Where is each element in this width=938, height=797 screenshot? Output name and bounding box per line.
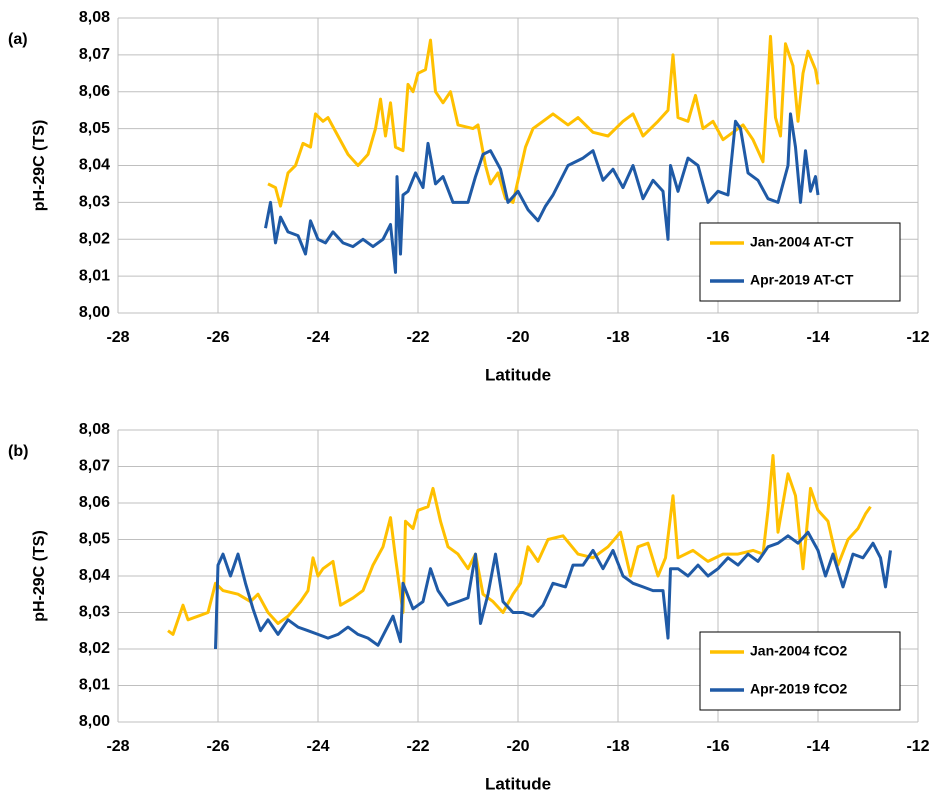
legend-label: Jan-2004 AT-CT xyxy=(750,234,854,250)
y-tick-label: 8,08 xyxy=(79,421,110,438)
x-tick-label: -22 xyxy=(406,329,429,346)
legend-label: Apr-2019 AT-CT xyxy=(750,272,854,288)
data-line xyxy=(167,454,872,636)
x-tick-label: -18 xyxy=(606,329,629,346)
x-tick-label: -28 xyxy=(106,329,129,346)
y-tick-label: 8,07 xyxy=(79,458,110,475)
legend-box xyxy=(699,222,901,302)
panel-label: (a) xyxy=(8,31,28,48)
y-tick-label: 8,04 xyxy=(79,567,110,584)
y-tick-label: 8,00 xyxy=(79,713,110,730)
data-line xyxy=(264,112,820,274)
y-axis-label: pH-29C (TS) xyxy=(31,530,48,622)
x-tick-label: -24 xyxy=(306,738,329,755)
panel-label: (b) xyxy=(8,443,28,460)
legend-box xyxy=(699,631,901,711)
data-line xyxy=(214,530,892,650)
y-tick-label: 8,01 xyxy=(79,267,110,284)
x-tick-label: -28 xyxy=(106,738,129,755)
x-tick-label: -20 xyxy=(506,738,529,755)
x-tick-label: -14 xyxy=(806,329,829,346)
y-tick-label: 8,05 xyxy=(79,531,110,548)
x-tick-label: -18 xyxy=(606,738,629,755)
data-line xyxy=(267,34,820,208)
y-tick-label: 8,00 xyxy=(79,304,110,321)
x-tick-label: -14 xyxy=(806,738,829,755)
x-tick-label: -16 xyxy=(706,329,729,346)
legend-label: Jan-2004 fCO2 xyxy=(750,643,847,659)
y-tick-label: 8,08 xyxy=(79,9,110,26)
y-tick-label: 8,07 xyxy=(79,46,110,63)
x-tick-label: -16 xyxy=(706,738,729,755)
legend-label: Apr-2019 fCO2 xyxy=(750,681,847,697)
y-axis-label: pH-29C (TS) xyxy=(31,120,48,212)
x-tick-label: -12 xyxy=(906,329,929,346)
y-tick-label: 8,02 xyxy=(79,640,110,657)
x-tick-label: -22 xyxy=(406,738,429,755)
x-tick-label: -26 xyxy=(206,738,229,755)
y-tick-label: 8,04 xyxy=(79,157,110,174)
y-tick-label: 8,02 xyxy=(79,230,110,247)
y-tick-label: 8,01 xyxy=(79,677,110,694)
x-tick-label: -12 xyxy=(906,738,929,755)
x-tick-label: -20 xyxy=(506,329,529,346)
x-axis-label: Latitude xyxy=(485,774,551,793)
y-tick-label: 8,03 xyxy=(79,604,110,621)
x-tick-label: -24 xyxy=(306,329,329,346)
y-tick-label: 8,03 xyxy=(79,194,110,211)
y-tick-label: 8,06 xyxy=(79,494,110,511)
x-tick-label: -26 xyxy=(206,329,229,346)
y-tick-label: 8,05 xyxy=(79,120,110,137)
y-tick-label: 8,06 xyxy=(79,83,110,100)
x-axis-label: Latitude xyxy=(485,365,551,384)
